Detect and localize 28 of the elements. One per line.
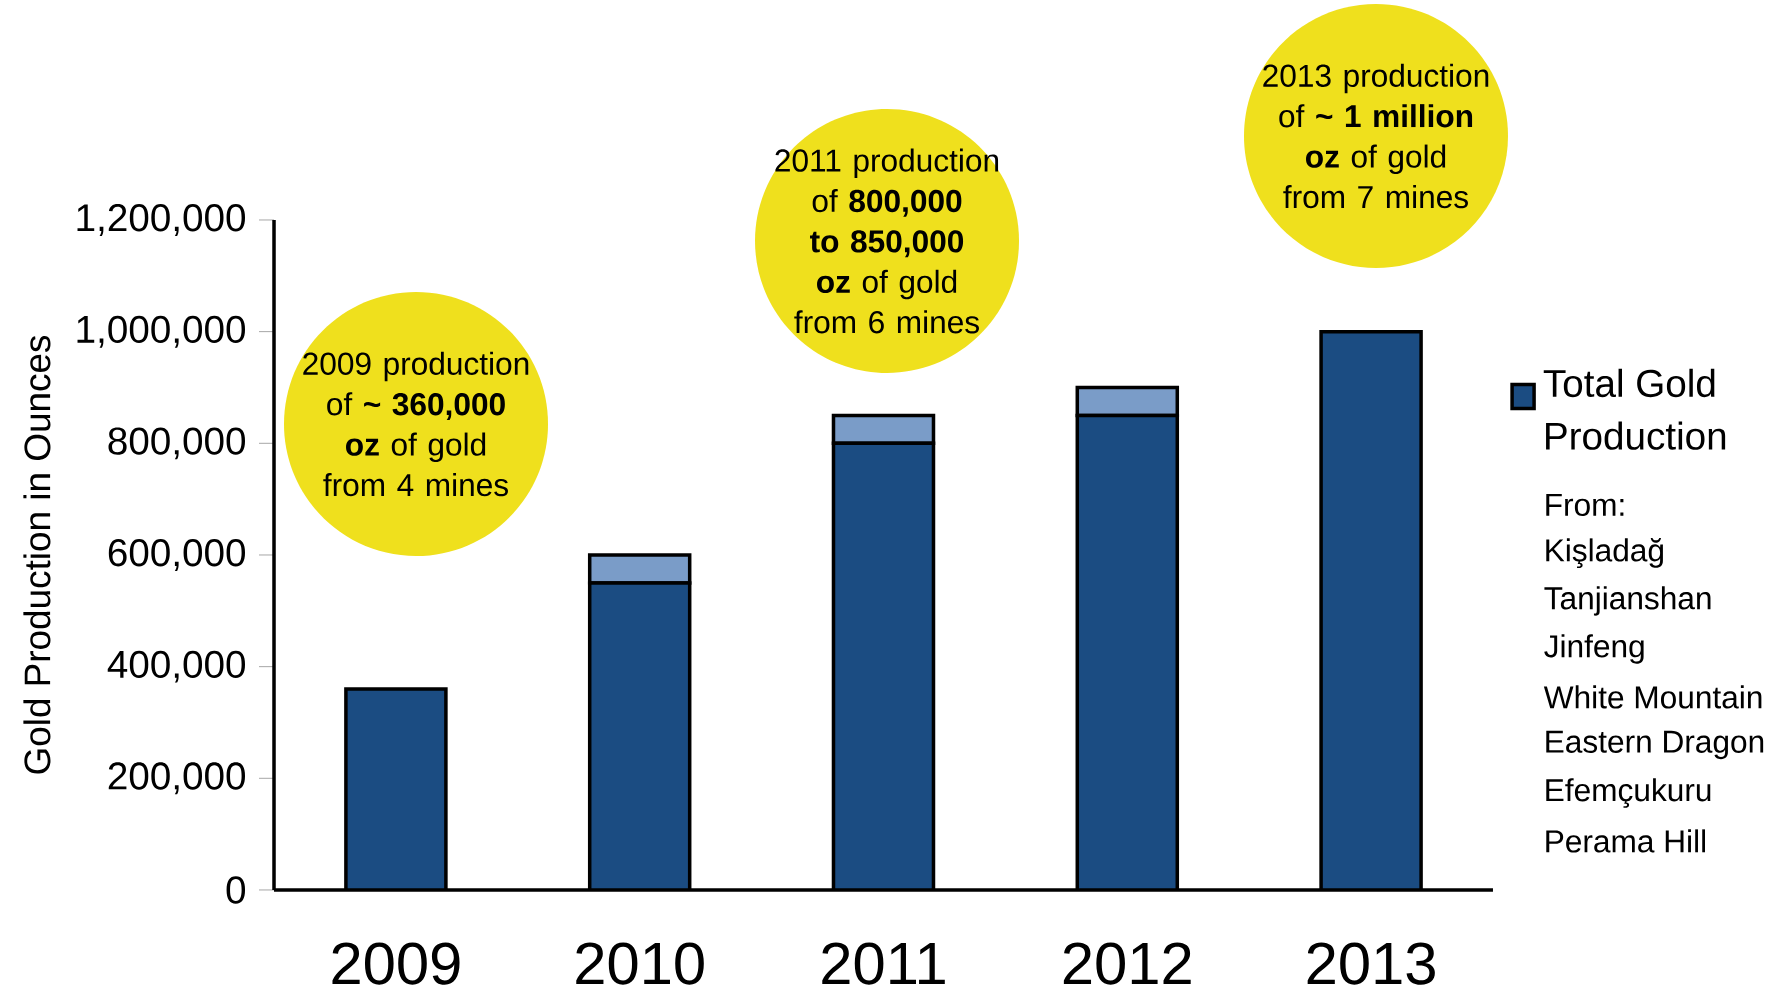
y-axis-title: Gold Production in Ounces bbox=[23, 335, 51, 774]
x-tick-label: 2009 bbox=[332, 942, 460, 985]
y-tick-label: 600,000 bbox=[108, 539, 246, 571]
bar bbox=[833, 443, 934, 890]
y-tick-label: 1,200,000 bbox=[77, 204, 246, 236]
x-tick-label: 2012 bbox=[1063, 942, 1191, 985]
text: Tanjianshan bbox=[1544, 586, 1711, 616]
y-tick-label: 400,000 bbox=[107, 650, 246, 683]
text: Perama Hill bbox=[1546, 829, 1705, 853]
y-tick-label: 0 bbox=[226, 876, 246, 904]
bar bbox=[589, 582, 690, 890]
y-tick-label: 1,000,000 bbox=[77, 315, 246, 348]
text: 2013 production of ~ 1 million oz of gold from 7 mines bbox=[1263, 63, 1489, 209]
x-tick-label: 2010 bbox=[576, 942, 704, 985]
bar bbox=[345, 688, 446, 890]
legend-label: Total Gold Production bbox=[1543, 368, 1726, 450]
text: From: bbox=[1546, 493, 1624, 517]
text: Jinfeng bbox=[1544, 634, 1644, 664]
text: Kişladağ bbox=[1546, 537, 1663, 569]
y-tick-label: 200,000 bbox=[108, 762, 246, 795]
annotation: 2009 production of ~ 360,000 oz of gold from 4 mines bbox=[303, 351, 529, 497]
x-tick-label: 2013 bbox=[1307, 942, 1435, 985]
text: Eastern Dragon bbox=[1546, 730, 1764, 760]
text: Efemçukuru bbox=[1546, 778, 1711, 808]
text: White Mountain bbox=[1543, 685, 1762, 709]
y-tick-label: 800,000 bbox=[108, 427, 246, 460]
bar bbox=[1077, 415, 1178, 890]
x-tick-label: 2011 bbox=[822, 942, 945, 985]
